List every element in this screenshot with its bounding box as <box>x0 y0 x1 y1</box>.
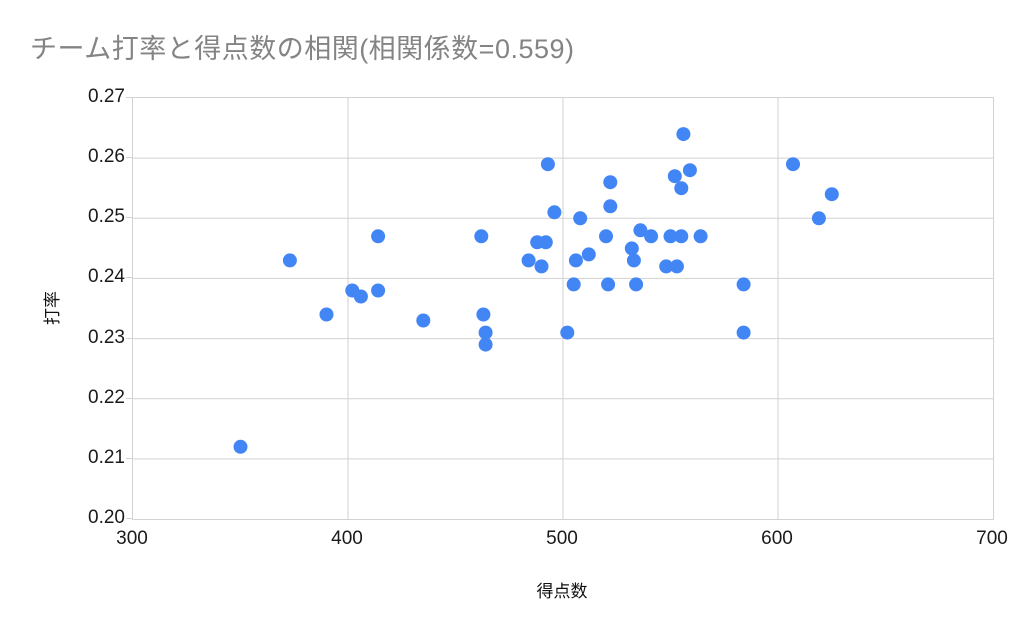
y-tick-mark <box>126 337 132 339</box>
data-point[interactable] <box>476 307 491 322</box>
y-tick-label: 0.26 <box>88 146 125 168</box>
x-tick-label: 500 <box>546 528 578 549</box>
data-point[interactable] <box>540 157 555 172</box>
y-tick-label: 0.24 <box>88 266 125 288</box>
y-tick-label: 0.23 <box>88 326 125 348</box>
data-point[interactable] <box>674 181 689 196</box>
data-point[interactable] <box>478 325 493 340</box>
y-tick-mark <box>126 518 132 519</box>
data-point[interactable] <box>581 247 596 262</box>
data-point[interactable] <box>824 187 839 202</box>
data-point[interactable] <box>629 277 644 292</box>
x-tick-label: 600 <box>761 528 793 549</box>
data-point[interactable] <box>568 253 583 268</box>
x-tick-label: 400 <box>331 528 363 549</box>
plot-svg <box>133 98 993 519</box>
y-tick-mark <box>126 457 132 459</box>
data-point[interactable] <box>353 289 368 304</box>
y-tick-mark <box>126 157 132 159</box>
data-point[interactable] <box>624 241 639 256</box>
data-point[interactable] <box>233 439 248 454</box>
data-point[interactable] <box>674 229 689 244</box>
data-point[interactable] <box>676 127 691 142</box>
y-tick-label: 0.22 <box>88 386 125 408</box>
data-point[interactable] <box>811 211 826 226</box>
data-point[interactable] <box>736 277 751 292</box>
data-point[interactable] <box>521 253 536 268</box>
y-tick-label: 0.25 <box>88 206 125 228</box>
plot-area <box>132 97 994 520</box>
data-point[interactable] <box>573 211 588 226</box>
data-point[interactable] <box>626 253 641 268</box>
data-point[interactable] <box>566 277 581 292</box>
data-point[interactable] <box>603 175 618 190</box>
data-point[interactable] <box>659 259 674 274</box>
chart-title: チーム打率と得点数の相関(相関係数=0.559) <box>30 34 575 64</box>
data-point[interactable] <box>534 259 549 274</box>
y-tick-mark <box>126 277 132 279</box>
data-point[interactable] <box>538 235 553 250</box>
x-tick-label: 700 <box>976 528 1008 549</box>
x-tick-label: 300 <box>116 528 148 549</box>
y-tick-label: 0.21 <box>88 446 125 468</box>
y-tick-label: 0.27 <box>88 86 125 107</box>
data-point[interactable] <box>603 199 618 214</box>
data-point[interactable] <box>736 325 751 340</box>
y-tick-mark <box>126 97 132 98</box>
data-point[interactable] <box>601 277 616 292</box>
data-point[interactable] <box>633 223 648 238</box>
data-point[interactable] <box>547 205 562 220</box>
data-point[interactable] <box>599 229 613 244</box>
data-point[interactable] <box>663 229 678 244</box>
data-point[interactable] <box>282 253 297 268</box>
x-axis-title: 得点数 <box>536 582 588 601</box>
data-point[interactable] <box>786 157 800 172</box>
y-axis-title: 打率 <box>43 291 62 325</box>
data-point[interactable] <box>667 169 682 184</box>
data-point[interactable] <box>371 283 386 298</box>
y-tick-mark <box>126 397 132 399</box>
data-point[interactable] <box>474 229 489 244</box>
y-tick-mark <box>126 217 132 219</box>
data-point[interactable] <box>693 229 708 244</box>
data-point[interactable] <box>644 229 659 244</box>
data-point[interactable] <box>669 259 684 274</box>
data-point[interactable] <box>478 337 493 352</box>
data-point[interactable] <box>319 307 334 322</box>
data-point[interactable] <box>371 229 386 244</box>
data-point[interactable] <box>416 313 431 328</box>
data-point[interactable] <box>682 163 697 178</box>
data-point[interactable] <box>560 325 575 340</box>
y-tick-label: 0.20 <box>88 507 125 528</box>
